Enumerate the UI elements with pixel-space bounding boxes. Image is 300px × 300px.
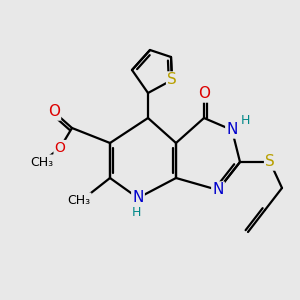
Text: N: N xyxy=(132,190,144,206)
Text: N: N xyxy=(212,182,224,197)
Text: N: N xyxy=(226,122,238,137)
Text: O: O xyxy=(198,86,210,101)
Text: O: O xyxy=(55,141,65,155)
Text: S: S xyxy=(167,73,177,88)
Text: H: H xyxy=(240,115,250,128)
Text: H: H xyxy=(131,206,141,218)
Text: O: O xyxy=(48,104,60,119)
Text: S: S xyxy=(265,154,275,169)
Text: CH₃: CH₃ xyxy=(30,155,54,169)
Text: CH₃: CH₃ xyxy=(68,194,91,206)
